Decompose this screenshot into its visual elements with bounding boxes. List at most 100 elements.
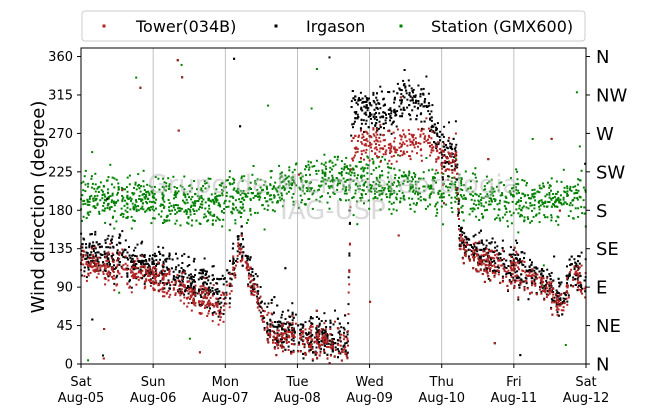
tower-point	[331, 342, 334, 345]
station-point	[346, 179, 349, 181]
irgason-point	[578, 274, 581, 277]
tower-point	[250, 293, 253, 296]
tower-point	[442, 161, 445, 164]
tower-point	[408, 138, 411, 141]
irgason-point	[379, 107, 382, 110]
tower-point	[287, 334, 290, 337]
tower-point	[340, 359, 343, 362]
station-point	[372, 162, 375, 165]
irgason-point	[363, 112, 366, 115]
tower-point	[236, 261, 239, 263]
tower-point	[367, 144, 370, 147]
station-point	[125, 202, 128, 205]
tower-point	[247, 274, 250, 277]
station-point	[364, 193, 367, 195]
tower-point	[361, 136, 364, 139]
station-point	[340, 174, 343, 177]
station-point	[393, 191, 396, 194]
station-point	[442, 196, 445, 199]
tower-point	[144, 272, 147, 274]
irgason-point	[169, 284, 172, 287]
irgason-point	[200, 278, 203, 280]
station-point	[202, 185, 205, 187]
tower-point	[540, 284, 543, 287]
station-point	[386, 162, 389, 165]
station-point	[363, 202, 365, 205]
tower-point	[457, 209, 460, 212]
station-point	[174, 190, 177, 193]
station-point	[398, 190, 401, 193]
irgason-point	[389, 107, 392, 110]
irgason-point	[425, 75, 428, 78]
irgason-point	[83, 270, 86, 273]
irgason-point	[530, 270, 532, 273]
station-point	[146, 207, 149, 210]
irgason-point	[398, 105, 401, 108]
station-point	[529, 221, 532, 224]
station-point	[116, 193, 119, 196]
station-point	[309, 173, 311, 176]
station-point	[560, 180, 563, 183]
tower-point	[329, 333, 332, 336]
irgason-point	[112, 246, 115, 249]
tower-point	[141, 265, 144, 268]
irgason-point	[336, 348, 339, 351]
station-point	[182, 193, 185, 196]
irgason-point	[320, 320, 323, 322]
irgason-point	[215, 290, 218, 293]
station-point	[322, 180, 325, 183]
station-point	[387, 180, 390, 183]
irgason-point	[427, 92, 430, 95]
tower-point	[354, 134, 357, 137]
station-point	[547, 181, 549, 184]
irgason-point	[427, 102, 430, 105]
tower-point	[214, 302, 217, 305]
irgason-point	[108, 253, 110, 256]
station-point	[548, 193, 551, 196]
station-point	[168, 210, 171, 212]
irgason-point	[465, 241, 468, 244]
tower-point	[454, 155, 457, 158]
tower-point	[107, 279, 110, 282]
irgason-point	[408, 91, 411, 94]
station-point	[461, 211, 464, 214]
irgason-point	[410, 87, 413, 90]
tower-point	[94, 270, 97, 273]
irgason-point	[584, 162, 587, 165]
tower-point	[514, 261, 517, 264]
station-point	[299, 172, 302, 175]
station-point	[552, 197, 555, 199]
station-point	[559, 198, 562, 201]
tower-point	[477, 257, 480, 260]
irgason-point	[178, 275, 181, 278]
station-point	[345, 156, 348, 159]
tower-point	[251, 279, 254, 282]
irgason-point	[242, 245, 245, 248]
station-point	[137, 205, 140, 208]
tower-point	[328, 362, 331, 365]
irgason-point	[494, 262, 497, 265]
irgason-point	[429, 130, 432, 132]
irgason-point	[315, 316, 318, 318]
tower-point	[509, 255, 512, 258]
station-point	[318, 200, 321, 203]
irgason-point	[155, 254, 158, 257]
tower-point	[217, 323, 220, 326]
irgason-point	[137, 260, 140, 262]
irgason-point	[512, 276, 515, 279]
irgason-point	[370, 117, 372, 120]
station-point	[578, 145, 581, 148]
station-point	[336, 155, 339, 158]
station-point	[422, 185, 425, 188]
irgason-point	[446, 147, 449, 150]
irgason-point	[279, 338, 282, 341]
irgason-point	[516, 275, 519, 278]
irgason-point	[199, 276, 202, 279]
irgason-point	[119, 261, 121, 263]
tower-point	[192, 302, 195, 305]
irgason-point	[317, 331, 320, 334]
station-point	[290, 176, 293, 179]
station-point	[126, 190, 129, 193]
irgason-point	[231, 272, 234, 275]
irgason-point	[252, 278, 255, 281]
